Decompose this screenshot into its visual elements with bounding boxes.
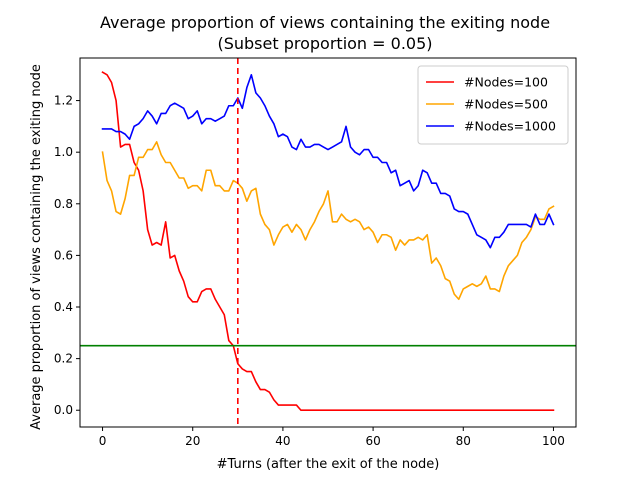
x-tick-label: 80 bbox=[456, 434, 471, 448]
legend: #Nodes=100 #Nodes=500 #Nodes=1000 bbox=[417, 65, 569, 145]
plot-frame bbox=[79, 57, 577, 428]
x-tick-label: 0 bbox=[99, 434, 107, 448]
y-tick-label: 0.2 bbox=[54, 352, 73, 366]
x-tick-label: 20 bbox=[185, 434, 200, 448]
y-axis-label: Average proportion of views containing t… bbox=[29, 64, 44, 430]
legend-label-2: #Nodes=500 bbox=[464, 97, 548, 112]
plot-area bbox=[79, 57, 577, 428]
y-axis: 0.0 0.2 0.4 0.6 0.8 1.0 1.2 bbox=[54, 94, 80, 417]
y-tick-label: 1.0 bbox=[54, 145, 73, 159]
legend-label-3: #Nodes=1000 bbox=[464, 119, 556, 134]
chart-subtitle: (Subset proportion = 0.05) bbox=[217, 34, 432, 53]
x-tick-label: 40 bbox=[275, 434, 290, 448]
x-tick-label: 60 bbox=[365, 434, 380, 448]
legend-box bbox=[417, 65, 569, 145]
x-axis-label: #Turns (after the exit of the node) bbox=[217, 457, 440, 472]
y-tick-label: 1.2 bbox=[54, 94, 73, 108]
x-tick-label: 100 bbox=[542, 434, 565, 448]
y-tick-label: 0.6 bbox=[54, 248, 73, 262]
series-line-3 bbox=[101, 73, 555, 249]
x-axis: 0 20 40 60 80 100 bbox=[99, 427, 565, 448]
series-line-2 bbox=[101, 141, 555, 301]
y-tick-label: 0.8 bbox=[54, 197, 73, 211]
y-tick-label: 0.4 bbox=[54, 300, 73, 314]
legend-label-1: #Nodes=100 bbox=[464, 75, 548, 90]
y-tick-label: 0.0 bbox=[54, 403, 73, 417]
series-line-1 bbox=[101, 71, 555, 412]
chart-title: Average proportion of views containing t… bbox=[100, 13, 550, 32]
